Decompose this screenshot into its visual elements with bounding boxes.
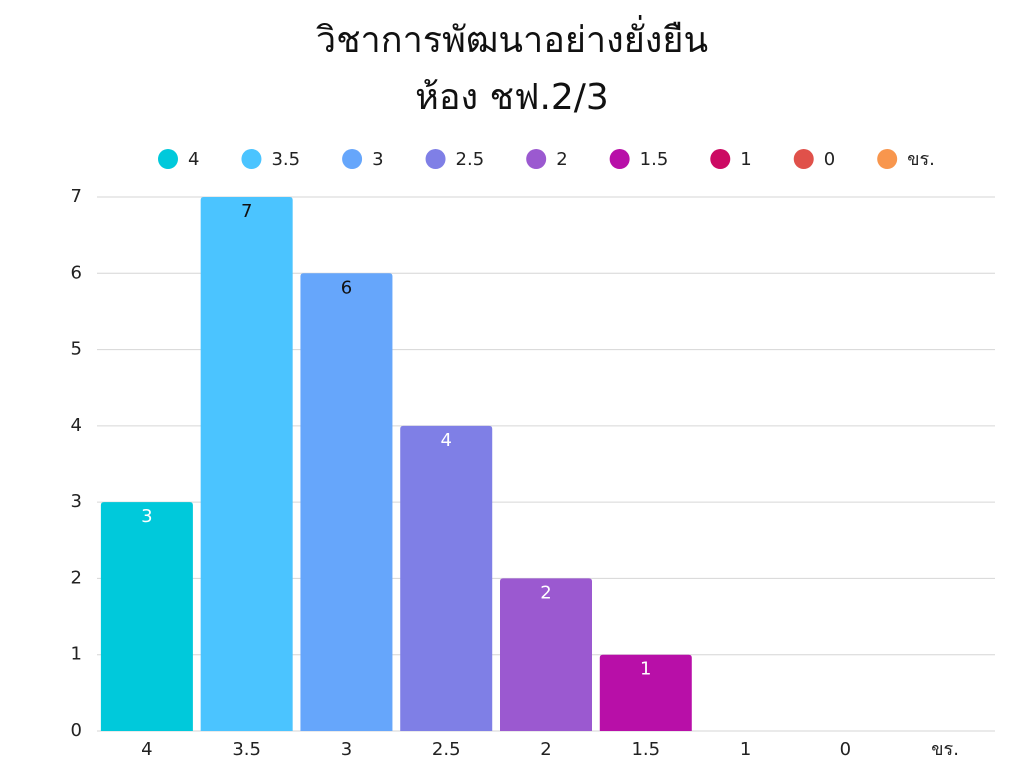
legend-swatch — [158, 149, 178, 169]
legend-swatch — [877, 149, 898, 169]
x-tick-label: 1 — [740, 739, 751, 760]
bar — [100, 502, 193, 731]
chart-title: ห้อง ชฟ.2/3 — [415, 77, 609, 118]
data-label: 1 — [640, 659, 651, 680]
legend-swatch — [526, 149, 547, 169]
x-tick-label: 1.5 — [631, 739, 660, 760]
bar — [300, 273, 393, 731]
y-tick-label: 3 — [71, 491, 82, 512]
x-tick-label: 4 — [141, 739, 152, 760]
data-label: 6 — [341, 277, 352, 298]
bar — [400, 425, 493, 731]
y-tick-label: 4 — [71, 415, 82, 436]
bar — [500, 578, 592, 731]
legend-label: 1 — [740, 149, 751, 170]
x-tick-label: 3 — [341, 739, 352, 760]
legend-label: 1.5 — [640, 149, 669, 170]
x-tick-label: ขร. — [931, 739, 959, 760]
data-label: 2 — [540, 582, 551, 603]
legend-label: 4 — [188, 149, 199, 170]
legend-swatch — [241, 149, 262, 169]
legend-label: 2.5 — [456, 149, 485, 170]
x-tick-label: 0 — [840, 739, 851, 760]
y-tick-label: 0 — [71, 720, 82, 741]
y-tick-label: 2 — [71, 567, 82, 588]
chart-title: วิชาการพัฒนาอย่างยั่งยืน — [316, 15, 708, 61]
legend-swatch — [609, 149, 630, 169]
y-tick-label: 7 — [71, 186, 82, 207]
legend-label: ขร. — [907, 149, 935, 170]
data-label: 4 — [440, 430, 451, 451]
legend-label: 0 — [824, 149, 835, 170]
y-tick-label: 6 — [71, 262, 82, 283]
x-tick-label: 2 — [540, 739, 551, 760]
data-label: 3 — [141, 506, 152, 527]
legend-swatch — [425, 149, 446, 169]
bar — [599, 654, 692, 731]
legend-swatch — [710, 149, 731, 169]
y-tick-label: 1 — [71, 644, 82, 665]
legend-label: 2 — [556, 149, 567, 170]
x-tick-label: 3.5 — [232, 739, 261, 760]
legend-label: 3.5 — [271, 149, 300, 170]
data-label: 7 — [241, 201, 252, 222]
x-tick-label: 2.5 — [432, 739, 461, 760]
bar — [200, 197, 293, 731]
legend-swatch — [342, 149, 363, 169]
legend-swatch — [793, 149, 814, 169]
legend-label: 3 — [372, 149, 383, 170]
y-tick-label: 5 — [71, 339, 82, 360]
